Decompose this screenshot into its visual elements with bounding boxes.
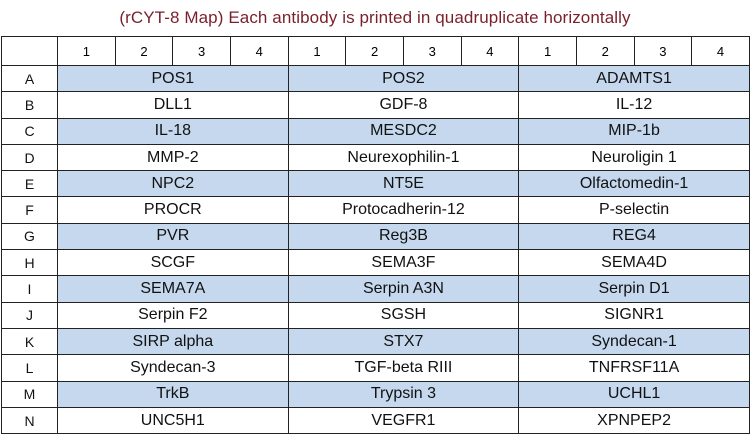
antibody-cell: SGSH bbox=[287, 301, 520, 329]
antibody-cell: DLL1 bbox=[57, 91, 289, 119]
row-label: M bbox=[1, 380, 58, 408]
row-label: N bbox=[1, 406, 58, 435]
column-header: 4 bbox=[460, 36, 520, 66]
column-header: 4 bbox=[691, 36, 750, 66]
antibody-cell: POS2 bbox=[287, 64, 520, 93]
antibody-cell: Protocadherin-12 bbox=[287, 196, 520, 224]
antibody-cell: SEMA3F bbox=[287, 249, 520, 277]
antibody-cell: XPNPEP2 bbox=[518, 406, 750, 435]
antibody-cell: GDF-8 bbox=[287, 91, 520, 119]
antibody-cell: NT5E bbox=[287, 170, 520, 198]
antibody-cell: Neuroligin 1 bbox=[518, 143, 750, 172]
row-label: D bbox=[1, 143, 58, 172]
column-header: 4 bbox=[229, 36, 289, 66]
antibody-cell: SIRP alpha bbox=[57, 327, 289, 356]
row-label: H bbox=[1, 249, 58, 277]
antibody-cell: Syndecan-1 bbox=[518, 327, 750, 356]
antibody-cell: Syndecan-3 bbox=[57, 354, 289, 382]
column-header: 2 bbox=[345, 36, 404, 66]
corner-cell bbox=[1, 36, 58, 66]
table-row: B DLL1 GDF-8 IL-12 bbox=[1, 91, 750, 119]
antibody-cell: IL-12 bbox=[518, 91, 750, 119]
antibody-cell: TrkB bbox=[57, 380, 289, 408]
table-row: A POS1 POS2 ADAMTS1 bbox=[1, 64, 750, 93]
table-row: F PROCR Protocadherin-12 P-selectin bbox=[1, 196, 750, 224]
row-label: J bbox=[1, 301, 58, 329]
column-header: 1 bbox=[57, 36, 116, 66]
column-header: 3 bbox=[633, 36, 693, 66]
column-header: 1 bbox=[287, 36, 347, 66]
table-row: M TrkB Trypsin 3 UCHL1 bbox=[1, 380, 750, 408]
antibody-map-table: 1 2 3 4 1 2 3 4 1 2 3 4 A POS1 POS2 ADAMTS1… bbox=[1, 36, 750, 435]
antibody-cell: Serpin F2 bbox=[57, 301, 289, 329]
table-row: K SIRP alpha STX7 Syndecan-1 bbox=[1, 327, 750, 356]
table-row: E NPC2 NT5E Olfactomedin-1 bbox=[1, 170, 750, 198]
antibody-cell: UCHL1 bbox=[518, 380, 750, 408]
column-header: 3 bbox=[402, 36, 462, 66]
row-label: E bbox=[1, 170, 58, 198]
table-row: J Serpin F2 SGSH SIGNR1 bbox=[1, 301, 750, 329]
antibody-cell: SCGF bbox=[57, 249, 289, 277]
row-label: G bbox=[1, 222, 58, 251]
column-header: 3 bbox=[172, 36, 231, 66]
antibody-cell: Neurexophilin-1 bbox=[287, 143, 520, 172]
antibody-cell: Olfactomedin-1 bbox=[518, 170, 750, 198]
column-header-row: 1 2 3 4 1 2 3 4 1 2 3 4 bbox=[1, 36, 750, 66]
antibody-cell: NPC2 bbox=[57, 170, 289, 198]
row-label: F bbox=[1, 196, 58, 224]
antibody-cell: IL-18 bbox=[57, 117, 289, 145]
table-row: C IL-18 MESDC2 MIP-1b bbox=[1, 117, 750, 145]
page-title: (rCYT-8 Map) Each antibody is printed in… bbox=[119, 8, 631, 27]
antibody-cell: Reg3B bbox=[287, 222, 520, 251]
antibody-cell: PROCR bbox=[57, 196, 289, 224]
antibody-cell: P-selectin bbox=[518, 196, 750, 224]
antibody-cell: TNFRSF11A bbox=[518, 354, 750, 382]
antibody-cell: SEMA7A bbox=[57, 275, 289, 303]
antibody-cell: PVR bbox=[57, 222, 289, 251]
antibody-cell: MIP-1b bbox=[518, 117, 750, 145]
antibody-cell: TGF-beta RIII bbox=[287, 354, 520, 382]
table-row: G PVR Reg3B REG4 bbox=[1, 222, 750, 251]
antibody-cell: SIGNR1 bbox=[518, 301, 750, 329]
antibody-cell: VEGFR1 bbox=[287, 406, 520, 435]
antibody-cell: Serpin D1 bbox=[518, 275, 750, 303]
antibody-cell: SEMA4D bbox=[518, 249, 750, 277]
table-row: H SCGF SEMA3F SEMA4D bbox=[1, 249, 750, 277]
antibody-cell: STX7 bbox=[287, 327, 520, 356]
antibody-cell: UNC5H1 bbox=[57, 406, 289, 435]
antibody-cell: Trypsin 3 bbox=[287, 380, 520, 408]
antibody-cell: POS1 bbox=[57, 64, 289, 93]
antibody-cell: MESDC2 bbox=[287, 117, 520, 145]
column-header: 1 bbox=[518, 36, 577, 66]
antibody-cell: Serpin A3N bbox=[287, 275, 520, 303]
row-label: K bbox=[1, 327, 58, 356]
row-label: B bbox=[1, 91, 58, 119]
row-label: I bbox=[1, 275, 58, 303]
map-body: 1 2 3 4 1 2 3 4 1 2 3 4 A POS1 POS2 ADAMTS1… bbox=[1, 36, 750, 435]
table-row: D MMP-2 Neurexophilin-1 Neuroligin 1 bbox=[1, 143, 750, 172]
antibody-cell: MMP-2 bbox=[57, 143, 289, 172]
column-header: 2 bbox=[114, 36, 174, 66]
row-label: L bbox=[1, 354, 58, 382]
row-label: A bbox=[1, 64, 58, 93]
antibody-cell: ADAMTS1 bbox=[518, 64, 750, 93]
row-label: C bbox=[1, 117, 58, 145]
table-row: L Syndecan-3 TGF-beta RIII TNFRSF11A bbox=[1, 354, 750, 382]
antibody-cell: REG4 bbox=[518, 222, 750, 251]
table-row: N UNC5H1 VEGFR1 XPNPEP2 bbox=[1, 406, 750, 435]
table-row: I SEMA7A Serpin A3N Serpin D1 bbox=[1, 275, 750, 303]
column-header: 2 bbox=[575, 36, 635, 66]
